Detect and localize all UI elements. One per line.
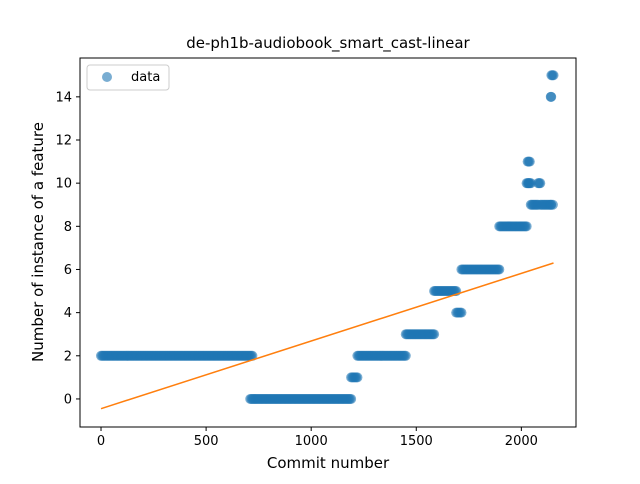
legend-box bbox=[86, 64, 170, 91]
data-point bbox=[346, 393, 357, 404]
chart-title: de-ph1b-audiobook_smart_cast-linear bbox=[186, 34, 470, 53]
x-tick-label: 2000 bbox=[505, 434, 538, 449]
legend-marker-data bbox=[102, 72, 112, 82]
data-point bbox=[494, 264, 505, 275]
data-point bbox=[456, 307, 467, 318]
x-axis-label: Commit number bbox=[267, 454, 390, 472]
data-point bbox=[352, 372, 363, 383]
fit-line-group bbox=[100, 262, 554, 410]
data-point bbox=[546, 91, 557, 102]
data-point bbox=[535, 178, 546, 189]
fit-line bbox=[100, 262, 554, 410]
y-tick-label: 6 bbox=[64, 263, 72, 278]
data-point bbox=[525, 178, 536, 189]
y-tick-label: 10 bbox=[55, 177, 72, 192]
legend-label-data: data bbox=[131, 70, 160, 85]
data-point bbox=[524, 156, 535, 167]
plot-frame bbox=[79, 57, 577, 428]
legend: data bbox=[86, 64, 170, 91]
y-tick-label: 4 bbox=[64, 306, 72, 321]
y-axis: 0 2 4 6 8 10 12 14 bbox=[55, 90, 80, 407]
x-tick-label: 1500 bbox=[400, 434, 433, 449]
y-tick-label: 8 bbox=[64, 220, 72, 235]
x-axis: 0 500 1000 1500 2000 bbox=[97, 427, 538, 449]
data-point bbox=[247, 350, 258, 361]
x-tick-label: 0 bbox=[97, 434, 105, 449]
x-tick-label: 500 bbox=[194, 434, 219, 449]
x-tick-label: 1000 bbox=[295, 434, 328, 449]
y-tick-label: 2 bbox=[64, 349, 72, 364]
y-axis-label: Number of instance of a feature bbox=[29, 122, 47, 362]
y-tick-label: 14 bbox=[55, 90, 72, 105]
data-point bbox=[547, 199, 558, 210]
y-tick-label: 0 bbox=[64, 392, 72, 407]
data-point bbox=[548, 70, 559, 81]
data-point bbox=[400, 350, 411, 361]
data-point bbox=[429, 329, 440, 340]
y-tick-label: 12 bbox=[55, 134, 72, 149]
data-point bbox=[521, 221, 532, 232]
data-points bbox=[96, 70, 559, 404]
